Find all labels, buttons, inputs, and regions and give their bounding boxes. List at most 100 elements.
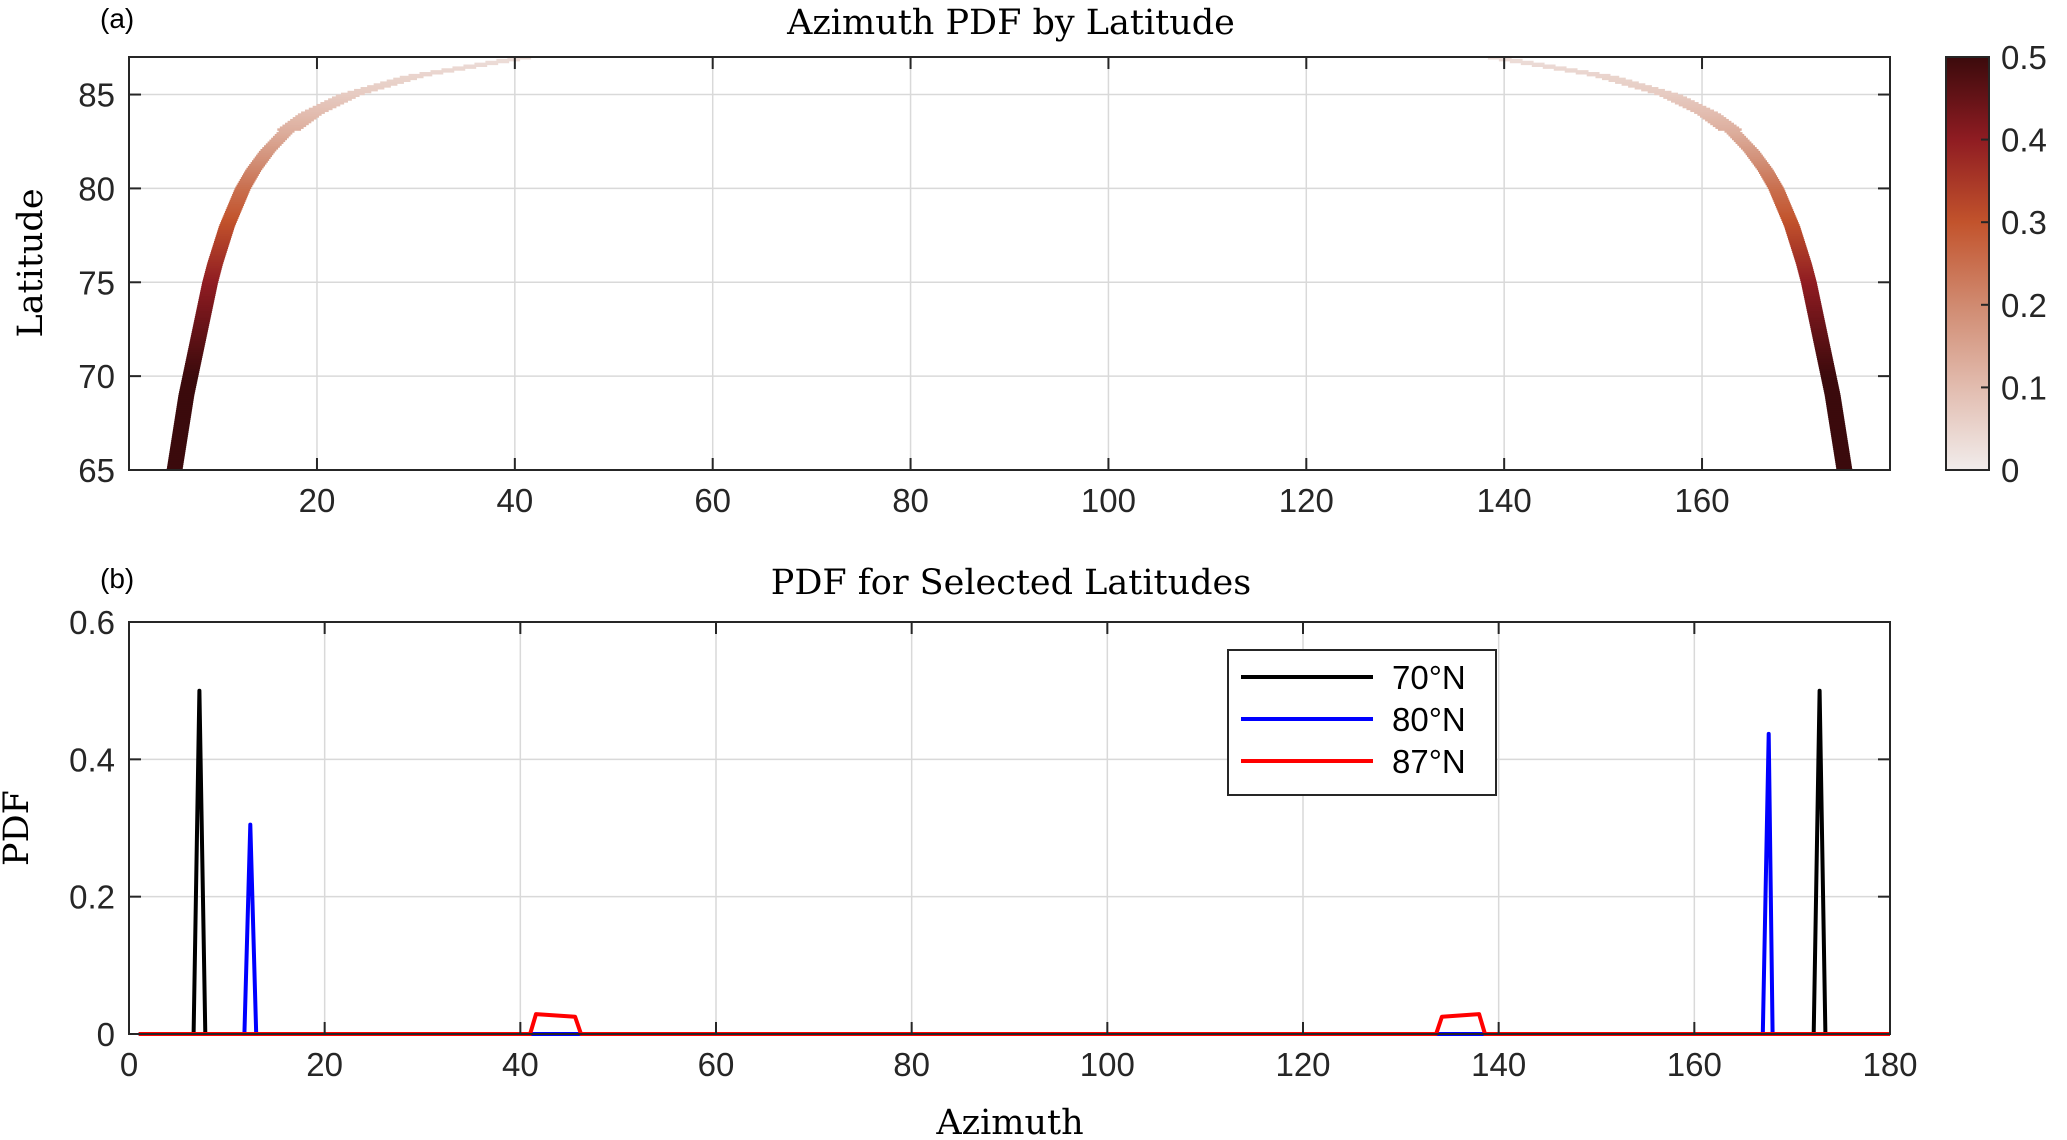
panel-b-plot-area bbox=[129, 622, 1890, 1034]
panel-a-ridge-cell-left bbox=[331, 96, 356, 99]
panel-a-ridge-cell-right bbox=[1712, 124, 1737, 128]
panel-a-ridge-cell-right bbox=[1775, 203, 1791, 206]
panel-a-ridge-cell-right bbox=[1615, 81, 1639, 84]
panel-a-ridge-cell-left bbox=[441, 68, 466, 71]
panel-a-ridge-cell-left bbox=[170, 443, 187, 447]
panel-a-ridge-cell-right bbox=[1762, 177, 1779, 180]
panel-a-ridge-cell-right bbox=[1745, 152, 1762, 156]
panel-b-y-tick-label: 0 bbox=[97, 1016, 115, 1053]
panel-a-ridge-cell-left bbox=[373, 83, 398, 86]
panel-a-ridge-cell-left bbox=[228, 203, 244, 206]
panel-a-ridge-cell-right bbox=[1678, 103, 1703, 107]
panel-a-ridge-cell-left bbox=[186, 357, 203, 360]
panel-a-ridge-cell-right bbox=[1817, 361, 1834, 364]
panel-a-ridge-cell-left bbox=[170, 445, 187, 449]
panel-a-ridge-cell-right bbox=[1826, 402, 1842, 405]
panel-a-ridge-cell-right bbox=[1809, 323, 1826, 327]
panel-a-ridge-cell-left bbox=[308, 107, 333, 111]
panel-a-ridge-cell-right bbox=[1767, 186, 1784, 190]
panel-a-ridge-cell-left bbox=[219, 224, 236, 227]
panel-a-ridge-cell-right bbox=[1814, 344, 1831, 347]
panel-a-ridge-cell-left bbox=[201, 286, 218, 289]
panel-a-ridge-cell-left bbox=[324, 100, 348, 103]
panel-a-ridge-cell-left bbox=[206, 263, 223, 266]
panel-a-ridge-cell-left bbox=[354, 88, 378, 92]
panel-a-ridge-cell-left bbox=[192, 329, 208, 332]
panel-a-ridge-cell-right bbox=[1776, 207, 1793, 210]
panel-a-ridge-cell-right bbox=[1697, 113, 1722, 116]
panel-a-ridge-cell-left bbox=[196, 306, 213, 310]
panel-a-ridge-cell-right bbox=[1811, 332, 1828, 336]
panel-a-ridge-cell-left bbox=[169, 453, 185, 456]
panel-a-ridge-cell-right bbox=[1798, 272, 1815, 276]
panel-a-ridge-cell-left bbox=[184, 366, 201, 370]
panel-a-ridge-cell-left bbox=[170, 447, 186, 450]
panel-a-ridge-cell-right bbox=[1801, 282, 1817, 285]
panel-a-heatmap: (a) Azimuth PDF by Latitude 20 40 60 80 100 1… bbox=[11, 3, 1891, 519]
panel-a-ridge-cell-left bbox=[174, 421, 190, 424]
panel-a-ridge-cell-right bbox=[1768, 188, 1785, 191]
panel-a-ridge-cell-left bbox=[180, 385, 197, 388]
panel-a-ridge-cell-left bbox=[254, 156, 271, 159]
panel-a-ridge-cell-left bbox=[195, 314, 212, 317]
panel-a-ridge-cell-right bbox=[1772, 197, 1789, 201]
panel-a-ridge-cell-left bbox=[203, 274, 220, 278]
panel-a-ridge-cell-right bbox=[1564, 70, 1589, 73]
panel-a-ridge-cell-right bbox=[1834, 458, 1851, 462]
panel-b-y-tick-label: 0.2 bbox=[69, 879, 115, 916]
panel-a-ridge-cell-left bbox=[360, 87, 385, 90]
panel-a-ridge-cell-right bbox=[1531, 64, 1556, 67]
panel-a-y-tick-label: 75 bbox=[78, 264, 115, 301]
panel-a-ridge-cell-left bbox=[172, 432, 189, 435]
colorbar-tick-label: 0 bbox=[2001, 452, 2019, 489]
panel-a-ridge-cell-right bbox=[1788, 239, 1805, 242]
panel-a-ridge-cell-right bbox=[1686, 107, 1711, 111]
panel-a-ridge-cell-left bbox=[178, 393, 195, 396]
panel-a-ridge-cell-right bbox=[1826, 408, 1843, 411]
panel-a-ridge-cell-left bbox=[167, 462, 184, 465]
panel-a-ridge-cell-left bbox=[202, 280, 219, 283]
panel-a-ridge-cell-right bbox=[1829, 424, 1846, 428]
panel-a-ridge-cell-left bbox=[176, 408, 193, 411]
panel-a-ridge-cell-left bbox=[181, 381, 197, 385]
panel-a-ridge-cell-right bbox=[1815, 349, 1832, 353]
panel-a-ridge-cell-right bbox=[1786, 233, 1803, 236]
panel-a-ridge-cell-left bbox=[214, 239, 231, 242]
panel-a-ridge-cell-right bbox=[1586, 73, 1611, 77]
panel-a-ridge-cell-right bbox=[1829, 426, 1846, 430]
panel-a-ridge-cell-right bbox=[1802, 289, 1819, 293]
panel-a-ridge-cell-left bbox=[172, 434, 188, 437]
panel-a-ridge-cell-right bbox=[1654, 92, 1678, 96]
panel-a-ridge-cell-left bbox=[226, 207, 243, 210]
panel-a-ridge-cell-left bbox=[258, 150, 275, 154]
panel-b-axes-box bbox=[128, 621, 1891, 1035]
panel-a-ridge-cell-right bbox=[1803, 293, 1820, 297]
panel-a-ridge-cell-right bbox=[1770, 192, 1787, 195]
panel-a-y-tick-label: 85 bbox=[78, 77, 115, 114]
panel-a-ridge-cell-left bbox=[187, 351, 204, 355]
panel-a-ridge-cell-right bbox=[1705, 118, 1729, 122]
panel-a-ridge-cell-left bbox=[200, 291, 216, 295]
panel-a-x-tick-label: 40 bbox=[496, 482, 533, 519]
panel-a-ridge-cell-right bbox=[1834, 456, 1851, 460]
panel-a-ridge-cell-left bbox=[177, 402, 193, 405]
panel-a-ridge-cell-left bbox=[215, 237, 231, 240]
panel-a-ridge-cell-right bbox=[1830, 428, 1847, 432]
panel-a-ridge-cell-right bbox=[1807, 314, 1824, 317]
panel-a-ridge-cell-left bbox=[452, 66, 477, 69]
panel-a-ridge-cell-left bbox=[173, 426, 190, 430]
panel-a-ridge-cell-left bbox=[224, 212, 241, 216]
colorbar-ramp bbox=[1945, 56, 1990, 471]
panel-a-ridge-cell-left bbox=[179, 391, 195, 394]
panel-a-ridge-cell-right bbox=[1634, 87, 1659, 90]
panel-a-ridge-cell-right bbox=[1742, 148, 1759, 152]
panel-a-ridge-cell-left bbox=[191, 332, 208, 336]
panel-a-ridge-cell-right bbox=[1821, 379, 1838, 383]
panel-a-ridge-cell-left bbox=[238, 180, 255, 184]
panel-a-ridge-cell-left bbox=[183, 370, 200, 373]
panel-a-ridge-cell-left bbox=[178, 394, 195, 398]
panel-b-line-chart: (b) PDF for Selected Latitudes 0 20 40 60 80… bbox=[0, 563, 1918, 1140]
panel-a-ridge-cell-left bbox=[181, 379, 198, 383]
panel-a-ridge-cell-left bbox=[304, 109, 329, 113]
panel-a-ridge-cell-left bbox=[167, 460, 184, 464]
